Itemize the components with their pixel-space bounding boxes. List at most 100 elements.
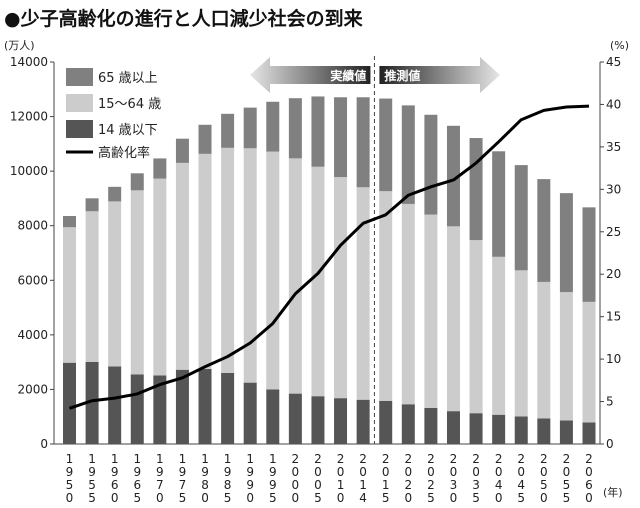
bar-2045-14歳以下: [514, 416, 528, 444]
bar-1960-14歳以下: [108, 366, 122, 444]
bar-2060-65歳以上: [582, 207, 596, 302]
chart-title: ●少子高齢化の進行と人口減少社会の到来: [4, 8, 363, 30]
legend-swatch: [66, 68, 93, 86]
right-tick-label: 45: [606, 55, 621, 69]
bar-2055-65歳以上: [559, 193, 573, 293]
bar-1975-14歳以下: [175, 369, 189, 444]
left-tick-label: 12000: [10, 110, 48, 124]
bar-2050-15～64歳: [537, 281, 551, 419]
bar-1975-15～64歳: [175, 162, 189, 370]
bar-1965-14歳以下: [130, 374, 144, 444]
bar-2015-14歳以下: [379, 400, 393, 444]
bar-2040-65歳以上: [492, 151, 506, 257]
bar-1950-65歳以上: [63, 216, 76, 228]
bar-1965-65歳以上: [130, 173, 144, 191]
right-tick-label: 25: [606, 225, 621, 239]
legend-label: 15～64 歳: [98, 97, 161, 112]
bar-2055-14歳以下: [559, 420, 573, 444]
bar-1955-65歳以上: [85, 198, 99, 212]
bar-1995-14歳以下: [266, 389, 280, 444]
bar-1985-14歳以下: [221, 372, 235, 444]
bar-2055-15～64歳: [559, 292, 573, 421]
left-tick-label: 14000: [10, 55, 48, 69]
bar-1985-65歳以上: [221, 113, 235, 148]
bar-2000-65歳以上: [288, 98, 302, 159]
right-tick-label: 35: [606, 140, 621, 154]
actual-label: 実績値: [330, 68, 366, 83]
bar-1980-14歳以下: [198, 368, 212, 444]
right-tick-label: 10: [606, 352, 621, 366]
bar-1985-15～64歳: [221, 147, 235, 373]
bar-2020-14歳以下: [401, 404, 415, 444]
bar-2030-14歳以下: [446, 411, 460, 444]
bar-2060-15～64歳: [582, 301, 596, 423]
bar-2020-65歳以上: [401, 105, 415, 204]
bar-1995-65歳以上: [266, 101, 280, 152]
bar-1965-15～64歳: [130, 190, 144, 375]
right-tick-label: 5: [606, 395, 614, 409]
right-tick-label: 15: [606, 310, 621, 324]
bar-2000-14歳以下: [288, 393, 302, 444]
bar-2045-15～64歳: [514, 270, 528, 417]
bar-1960-15～64歳: [108, 201, 122, 367]
bar-2035-65歳以上: [469, 138, 483, 241]
aging-rate-line: [69, 104, 590, 410]
bar-1960-65歳以上: [108, 186, 122, 202]
bar-1955-14歳以下: [85, 361, 99, 444]
bar-1980-15～64歳: [198, 153, 212, 369]
bar-2015-65歳以上: [379, 98, 393, 192]
bar-2035-15～64歳: [469, 240, 483, 414]
bar-1980-65歳以上: [198, 124, 212, 154]
left-tick-label: 0: [40, 437, 48, 451]
left-axis-unit: (万人): [4, 39, 35, 52]
bar-2050-14歳以下: [537, 418, 551, 444]
actual-arrow: [250, 57, 371, 93]
bar-2005-14歳以下: [311, 396, 325, 444]
projected-label: 推測値: [384, 68, 420, 83]
bar-1990-14歳以下: [243, 382, 257, 444]
bar-2030-65歳以上: [446, 125, 460, 227]
left-tick-label: 10000: [10, 164, 48, 178]
legend-swatch: [66, 120, 93, 138]
bar-2045-65歳以上: [514, 165, 528, 271]
bar-1990-65歳以上: [243, 107, 257, 149]
bar-2060-14歳以下: [582, 422, 596, 444]
bar-2025-15～64歳: [424, 214, 438, 408]
bar-2035-14歳以下: [469, 413, 483, 444]
bar-1955-15～64歳: [85, 211, 99, 362]
bar-1995-15～64歳: [266, 151, 280, 390]
bar-1950-15～64歳: [63, 227, 76, 363]
left-tick-label: 4000: [17, 328, 48, 342]
left-tick-label: 2000: [17, 382, 48, 396]
bar-1950-14歳以下: [63, 362, 76, 444]
legend-label: 65 歳以上: [98, 71, 158, 86]
bar-2015-15～64歳: [379, 191, 393, 401]
bar-1990-15～64歳: [243, 148, 257, 383]
bar-2014-65歳以上: [356, 97, 370, 188]
right-tick-label: 40: [606, 97, 621, 111]
projected-arrow: [379, 57, 500, 93]
bar-2014-15～64歳: [356, 187, 370, 400]
bar-2000-15～64歳: [288, 158, 302, 394]
x-axis-unit: (年): [603, 485, 623, 499]
legend-label: 14 歳以下: [98, 123, 158, 138]
